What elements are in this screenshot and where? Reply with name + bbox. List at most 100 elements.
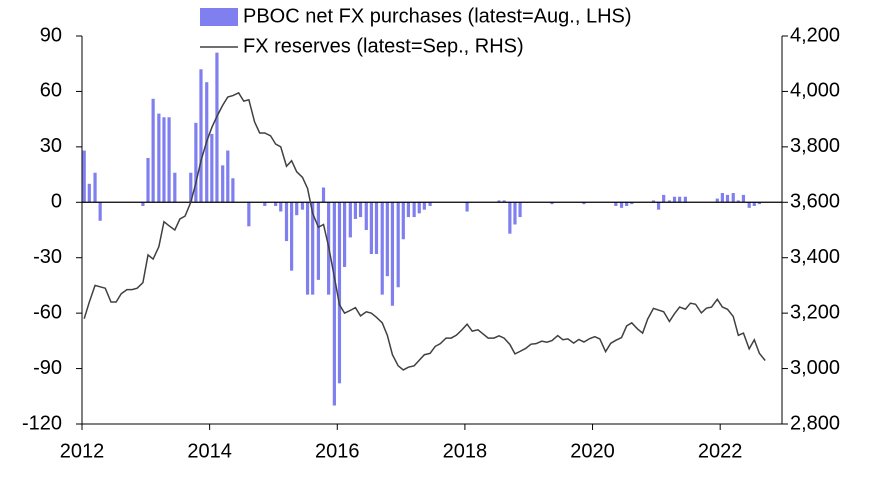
bar [210,133,214,203]
legend-label: FX reserves (latest=Sep., RHS) [243,35,524,57]
bar [380,202,384,295]
bar [390,202,395,306]
bar [215,52,219,203]
y2-tick-label: 3,000 [790,357,840,379]
bar [305,202,310,295]
bar [683,196,687,203]
bar [151,98,155,203]
bar [279,202,283,212]
bar [300,202,305,210]
bar [406,202,410,218]
bar [358,202,363,218]
bar [417,202,421,214]
bar [725,194,730,203]
y2-tick-label: 4,000 [790,80,840,102]
bar [348,202,352,238]
bar [736,200,740,203]
bar [672,196,677,203]
bar [274,202,278,206]
bar [741,194,746,203]
bar [731,193,735,203]
y-tick-label: 60 [40,80,62,102]
bar [82,150,86,203]
bar [508,202,512,234]
bar [263,202,267,206]
legend-label: PBOC net FX purchases (latest=Aug., LHS) [243,5,632,27]
bar [619,202,624,208]
bar [221,165,225,203]
bar [141,202,145,206]
y2-tick-label: 4,200 [790,24,840,46]
bar [290,202,294,271]
bar [332,202,336,406]
bar [87,183,91,203]
bar [146,157,150,203]
bar [295,202,299,216]
bar [337,202,342,384]
y-tick-label: 30 [40,135,62,157]
bar [385,202,389,277]
bar [231,178,235,203]
y-tick-label: 0 [51,191,62,213]
y2-tick-label: 3,400 [790,246,840,268]
bar [752,202,756,206]
bar [747,202,751,208]
bar [316,202,321,280]
bar [199,69,203,203]
bar [625,202,629,206]
y-tick-label: -30 [33,246,62,268]
bar [651,200,656,203]
y2-tick-label: 3,800 [790,135,840,157]
bar [715,198,719,203]
bar [497,200,501,203]
bar [226,150,230,203]
bar [662,194,666,203]
x-tick-label: 2016 [315,440,360,462]
legend-swatch [200,8,238,26]
bar [194,122,198,203]
y2-tick-label: 2,800 [790,412,840,434]
y-tick-label: -120 [22,412,62,434]
bar [656,202,661,210]
x-tick-label: 2014 [187,440,232,462]
bar [678,196,682,203]
bar [401,202,405,240]
bar [502,200,506,203]
bar [513,202,517,225]
x-tick-label: 2022 [698,440,743,462]
y2-tick-label: 3,200 [790,301,840,323]
bar [162,117,166,203]
bar [247,202,251,227]
y-tick-label: -90 [33,357,62,379]
y2-tick-label: 3,600 [790,191,840,213]
bar [422,202,426,210]
y-tick-label: -60 [33,301,62,323]
y-tick-label: 90 [40,24,62,46]
x-tick-label: 2012 [60,440,105,462]
bar [396,202,400,288]
bar [374,202,379,255]
bar [369,202,373,255]
bar [518,202,522,218]
bar [614,202,618,206]
bar [667,200,672,203]
bar [465,202,469,212]
bar [189,172,193,203]
bar [342,202,347,267]
bar [321,187,326,203]
bar [353,202,358,219]
x-tick-label: 2020 [570,440,615,462]
bar [550,202,554,205]
bar [364,202,368,230]
bar [720,193,724,203]
bar [173,172,177,203]
bar [630,202,634,205]
bar [757,202,761,205]
bar [412,202,416,218]
bar [284,202,289,242]
x-tick-label: 2018 [443,440,488,462]
line-series [83,91,766,371]
bar [582,202,586,205]
bar [93,172,97,203]
